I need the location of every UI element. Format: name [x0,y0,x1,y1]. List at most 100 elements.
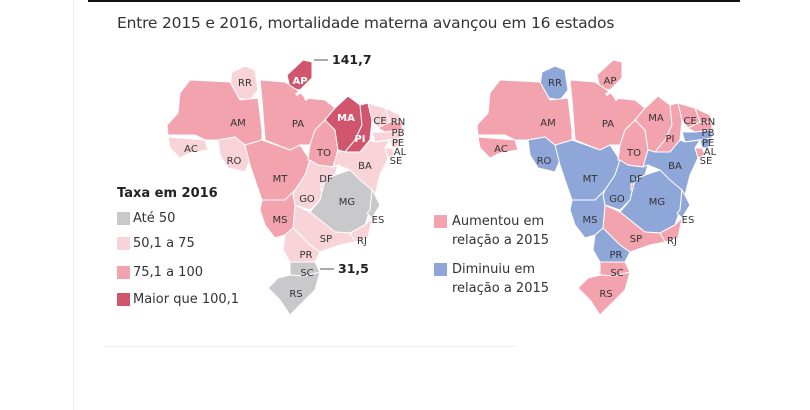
state-label-mg: MG [649,197,665,208]
legend-label: Até 50 [133,211,176,226]
state-ro [527,136,561,173]
state-label-es: ES [682,215,695,226]
state-label-pa: PA [602,119,614,130]
state-label-ma: MA [648,113,664,124]
state-pr [282,227,321,263]
state-label-ro: RO [537,156,552,167]
legend-swatch [117,293,130,306]
state-label-go: GO [609,194,625,205]
state-label-pe: PE [392,138,404,149]
callout-min-value: 31,5 [338,261,369,276]
state-label-pr: PR [300,250,313,261]
state-label-ac: AC [494,144,508,155]
state-pb [376,121,403,133]
state-label-pe: PE [702,138,714,149]
state-label-rj: RJ [357,236,367,247]
state-label-pa: PA [292,119,304,130]
state-label-ce: CE [683,116,696,127]
legend-swatch [117,237,130,250]
state-label-sp: SP [320,234,332,245]
legend-item-50-75: 50,1 a 75 [117,236,195,251]
state-label-ac: AC [184,144,198,155]
state-label-rn: RN [391,117,405,128]
state-label-pb: PB [392,128,405,139]
callout-min: 31,5 [320,261,369,276]
state-label-pb: PB [702,128,715,139]
state-label-rs: RS [599,289,612,300]
state-label-to: TO [316,148,331,159]
state-label-al: AL [394,147,407,158]
state-label-se: SE [390,156,403,167]
river-mouth-mark [605,84,630,102]
state-label-ce: CE [373,116,386,127]
state-label-go: GO [299,194,315,205]
state-label-ms: MS [583,215,598,226]
state-rs [577,271,631,316]
state-al [389,137,403,149]
legend-line1: Aumentou em [452,214,545,229]
state-rs [267,271,321,316]
legend-item-75-100: 75,1 a 100 [117,265,203,280]
state-al [699,137,713,149]
state-label-rn: RN [701,117,715,128]
legend-line1: Diminuiu em [452,262,536,277]
state-label-rr: RR [238,78,252,89]
legend-swatch [117,212,130,225]
legend-item-ate50: Até 50 [117,211,175,226]
left-rule [73,0,74,410]
legend-rate-title: Taxa em 2016 [117,186,218,201]
state-label-rs: RS [289,289,302,300]
state-label-ba: BA [668,161,682,172]
state-label-ap: AP [292,76,307,87]
chart-title: Entre 2015 e 2016, mortalidade materna a… [117,14,615,32]
legend-line2: relação a 2015 [452,281,550,296]
state-label-mt: MT [583,174,599,185]
state-label-to: TO [626,148,641,159]
callout-max: 141,7 [314,52,372,67]
state-label-pi: PI [666,134,675,145]
state-label-mg: MG [339,197,355,208]
legend-swatch [434,263,447,276]
state-label-pi: PI [354,134,365,145]
state-label-df: DF [319,174,333,185]
state-label-pr: PR [610,250,623,261]
state-label-rj: RJ [667,236,677,247]
bottom-rule [105,346,517,347]
legend-item-diminuiu: Diminuiu em relação a 2015 [434,260,549,298]
state-ro [217,136,251,173]
state-label-ba: BA [358,161,372,172]
state-ac [167,136,209,159]
state-label-ro: RO [227,156,242,167]
top-rule [88,0,740,2]
state-label-sp: SP [630,234,642,245]
state-label-ma: MA [337,113,355,124]
state-pb [686,121,713,133]
legend-item-aumentou: Aumentou em relação a 2015 [434,212,549,250]
legend-item-maior100: Maior que 100,1 [117,292,239,307]
legend-label: Diminuiu em relação a 2015 [452,260,549,298]
legend-label: Maior que 100,1 [133,292,240,307]
state-label-sc: SC [300,268,313,279]
state-label-df: DF [629,174,643,185]
state-ac [477,136,519,159]
state-label-am: AM [540,118,555,129]
legend-line2: relação a 2015 [452,233,550,248]
state-label-rr: RR [548,78,562,89]
state-label-ms: MS [273,215,288,226]
legend-swatch [434,215,447,228]
callout-max-value: 141,7 [332,52,372,67]
state-label-mt: MT [273,174,289,185]
state-label-al: AL [704,147,717,158]
legend-label: 50,1 a 75 [133,236,195,251]
state-label-ap: AP [604,76,617,87]
legend-label: Aumentou em relação a 2015 [452,212,549,250]
state-label-am: AM [230,118,245,129]
state-label-es: ES [372,215,385,226]
river-mouth-mark [295,84,320,102]
state-label-sc: SC [610,268,623,279]
legend-label: 75,1 a 100 [133,265,203,280]
state-pr [592,227,631,263]
